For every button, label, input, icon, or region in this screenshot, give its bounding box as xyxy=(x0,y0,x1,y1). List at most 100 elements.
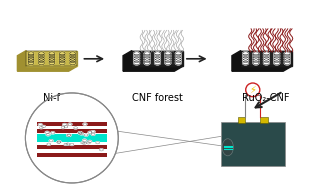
Ellipse shape xyxy=(243,59,248,63)
Ellipse shape xyxy=(28,52,34,56)
Ellipse shape xyxy=(49,59,55,63)
Ellipse shape xyxy=(144,54,150,58)
Ellipse shape xyxy=(28,59,34,63)
Ellipse shape xyxy=(284,54,290,58)
Ellipse shape xyxy=(57,141,60,143)
Ellipse shape xyxy=(264,59,269,63)
Ellipse shape xyxy=(165,61,171,65)
Ellipse shape xyxy=(144,57,150,60)
Ellipse shape xyxy=(78,132,82,134)
Ellipse shape xyxy=(274,57,280,60)
Ellipse shape xyxy=(38,57,44,60)
Ellipse shape xyxy=(243,61,248,65)
Ellipse shape xyxy=(155,57,161,60)
Ellipse shape xyxy=(70,143,74,145)
Polygon shape xyxy=(232,51,241,71)
Ellipse shape xyxy=(38,52,44,56)
Ellipse shape xyxy=(38,61,44,65)
Ellipse shape xyxy=(284,59,290,63)
Ellipse shape xyxy=(155,59,161,63)
Ellipse shape xyxy=(83,139,87,141)
Ellipse shape xyxy=(59,61,65,65)
Ellipse shape xyxy=(134,57,140,60)
Ellipse shape xyxy=(68,123,72,125)
Ellipse shape xyxy=(264,52,269,56)
Ellipse shape xyxy=(70,61,76,65)
Text: ⚡: ⚡ xyxy=(249,85,256,95)
Ellipse shape xyxy=(243,52,248,56)
Ellipse shape xyxy=(42,125,46,128)
Circle shape xyxy=(246,83,260,97)
Ellipse shape xyxy=(64,143,68,145)
Ellipse shape xyxy=(79,133,83,135)
Ellipse shape xyxy=(87,142,90,144)
Ellipse shape xyxy=(175,57,181,60)
Ellipse shape xyxy=(59,57,65,60)
Ellipse shape xyxy=(38,124,42,126)
Ellipse shape xyxy=(83,123,87,125)
Ellipse shape xyxy=(253,52,259,56)
Ellipse shape xyxy=(134,61,140,65)
Ellipse shape xyxy=(175,52,181,56)
Ellipse shape xyxy=(82,142,86,144)
Ellipse shape xyxy=(64,126,68,128)
Ellipse shape xyxy=(175,61,181,65)
Ellipse shape xyxy=(38,54,44,58)
Ellipse shape xyxy=(78,132,82,134)
Ellipse shape xyxy=(134,52,140,56)
Ellipse shape xyxy=(99,149,103,151)
Polygon shape xyxy=(132,51,183,66)
Ellipse shape xyxy=(165,57,171,60)
Polygon shape xyxy=(232,66,292,71)
Ellipse shape xyxy=(243,54,248,58)
Circle shape xyxy=(26,93,118,183)
Ellipse shape xyxy=(284,52,290,56)
Polygon shape xyxy=(17,51,26,71)
Ellipse shape xyxy=(63,124,67,126)
Ellipse shape xyxy=(70,52,76,56)
FancyBboxPatch shape xyxy=(221,122,285,166)
Ellipse shape xyxy=(49,52,55,56)
Polygon shape xyxy=(36,153,107,156)
Ellipse shape xyxy=(243,57,248,60)
Ellipse shape xyxy=(274,59,280,63)
Ellipse shape xyxy=(253,61,259,65)
Text: Ni-f: Ni-f xyxy=(43,93,60,103)
Ellipse shape xyxy=(274,54,280,58)
Ellipse shape xyxy=(134,54,140,58)
Ellipse shape xyxy=(47,143,51,145)
Ellipse shape xyxy=(49,61,55,65)
Ellipse shape xyxy=(91,131,95,133)
Ellipse shape xyxy=(91,133,95,135)
Ellipse shape xyxy=(67,134,70,136)
Ellipse shape xyxy=(88,131,92,134)
Polygon shape xyxy=(123,51,132,71)
Ellipse shape xyxy=(70,54,76,58)
Ellipse shape xyxy=(59,59,65,63)
Ellipse shape xyxy=(59,52,65,56)
Ellipse shape xyxy=(165,54,171,58)
Polygon shape xyxy=(36,145,107,149)
Ellipse shape xyxy=(66,143,70,145)
Ellipse shape xyxy=(28,57,34,60)
Text: RuO₂-CNF: RuO₂-CNF xyxy=(243,93,290,103)
Ellipse shape xyxy=(134,59,140,63)
Ellipse shape xyxy=(144,61,150,65)
FancyBboxPatch shape xyxy=(238,117,245,123)
Ellipse shape xyxy=(70,57,76,60)
Ellipse shape xyxy=(253,59,259,63)
FancyBboxPatch shape xyxy=(260,117,268,123)
Ellipse shape xyxy=(144,59,150,63)
Ellipse shape xyxy=(45,131,49,134)
Ellipse shape xyxy=(38,59,44,63)
Ellipse shape xyxy=(74,127,78,129)
Ellipse shape xyxy=(51,132,55,134)
Ellipse shape xyxy=(264,61,269,65)
Ellipse shape xyxy=(46,134,50,136)
Ellipse shape xyxy=(84,134,88,136)
Ellipse shape xyxy=(70,59,76,63)
Ellipse shape xyxy=(49,54,55,58)
Ellipse shape xyxy=(175,59,181,63)
Polygon shape xyxy=(36,137,107,141)
Ellipse shape xyxy=(253,54,259,58)
